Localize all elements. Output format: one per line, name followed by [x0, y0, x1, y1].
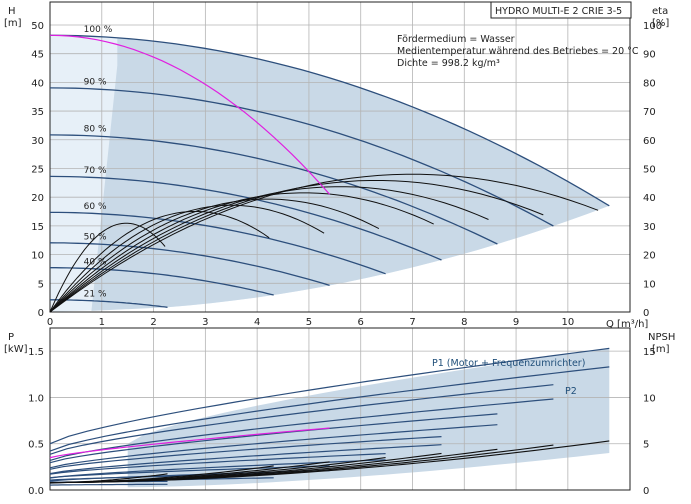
- eta-tick-label: 80: [643, 78, 656, 89]
- power-tick-label: 0.0: [28, 486, 44, 497]
- eta-tick-label: 50: [643, 164, 656, 175]
- npsh-tick-label: 0: [643, 486, 649, 497]
- head-tick-label: 25: [31, 164, 44, 175]
- flow-tick-label: 5: [306, 317, 312, 328]
- efficiency-curve: [49, 180, 544, 313]
- npsh-axis-label: NPSH: [648, 332, 675, 343]
- speed-label: 80 %: [84, 125, 107, 135]
- head-plot-frame: [49, 1, 631, 313]
- head-tick-label: 5: [38, 279, 44, 290]
- p1-power-curve: [49, 436, 442, 470]
- eta-axis-label: eta: [652, 6, 668, 17]
- max-power-limit-curve: [49, 34, 331, 195]
- head-tick-label: 20: [31, 193, 44, 204]
- efficiency-curve: [49, 173, 599, 313]
- flow-tick-label: 0: [47, 317, 53, 328]
- p1-power-curve: [49, 384, 554, 455]
- power-axis-label: P: [8, 332, 14, 343]
- head-tick-label: 0: [38, 308, 44, 319]
- speed-label: 90 %: [84, 77, 107, 87]
- p1-power-curve: [49, 413, 498, 464]
- power-axis-unit: [kW]: [4, 344, 28, 355]
- eta-tick-label: 0: [643, 308, 649, 319]
- eta-axis-unit: [%]: [652, 18, 669, 29]
- power-plot-frame: [49, 327, 631, 491]
- speed-label: 21 %: [84, 289, 107, 299]
- speed-label: 40 %: [84, 257, 107, 267]
- head-tick-label: 35: [31, 107, 44, 118]
- head-panel: 0 1 2 3 4 5 6 7 8 9 100510152025303540455001020304…: [31, 1, 662, 328]
- eta-tick-label: 20: [643, 251, 656, 262]
- speed-label: 70 %: [84, 166, 107, 176]
- p2-power-curve: [49, 483, 168, 486]
- speed-head-curve: [50, 299, 168, 308]
- head-tick-label: 10: [31, 251, 44, 262]
- eta-tick-label: 40: [643, 193, 656, 204]
- p2-power-curve: [49, 366, 610, 452]
- temperature-note: Medientemperatur während des Betriebes =…: [397, 46, 639, 57]
- eta-tick-label: 30: [643, 222, 656, 233]
- flow-axis-label: Q [m³/h]: [606, 319, 648, 330]
- power-tick-label: 0.5: [28, 440, 44, 451]
- flow-tick-label: 9: [513, 317, 519, 328]
- npsh-axis-unit: [m]: [652, 344, 670, 355]
- p1-power-curve: [49, 453, 386, 475]
- speed-head-curve: [50, 267, 274, 296]
- speed-label: 100 %: [84, 25, 113, 35]
- product-title-box: [490, 1, 632, 19]
- speed-head-curve: [49, 134, 498, 245]
- head-tick-label: 50: [31, 21, 44, 32]
- power-panel: 0.0 0.5 1.0 1.5 0 5 10 15: [28, 327, 656, 497]
- head-axis-label: H: [8, 6, 16, 17]
- eta-tick-label: 10: [643, 279, 656, 290]
- fluid-note: Fördermedium = Wasser: [397, 34, 515, 45]
- head-tick-label: 45: [31, 50, 44, 61]
- p2-power-curve: [49, 444, 442, 475]
- efficiency-curve: [49, 192, 434, 313]
- head-tick-label: 30: [31, 136, 44, 147]
- npsh-tick-label: 10: [643, 393, 656, 404]
- speed-head-curve: [49, 87, 554, 227]
- max-power-limit-curve-lower: [49, 427, 330, 459]
- p1-series-label: P1 (Motor + Frequenzumrichter): [432, 358, 585, 369]
- power-tick-label: 1.5: [28, 347, 44, 358]
- density-note: Dichte = 998.2 kg/m³: [397, 58, 500, 69]
- efficiency-curve: [49, 222, 166, 313]
- speed-head-curve: [49, 34, 610, 207]
- npsh-tick-label: 15: [643, 347, 656, 358]
- eta-tick-label: 100: [643, 21, 662, 32]
- flow-tick-label: 7: [409, 317, 415, 328]
- eta-tick-label: 60: [643, 136, 656, 147]
- flow-tick-label: 2: [150, 317, 156, 328]
- eta-tick-label: 70: [643, 107, 656, 118]
- eta-tick-label: 90: [643, 50, 656, 61]
- speed-label: 60 %: [84, 202, 107, 212]
- p2-series-label: P2: [565, 386, 577, 397]
- head-tick-label: 40: [31, 78, 44, 89]
- flow-tick-label: 4: [254, 317, 260, 328]
- efficiency-curve: [49, 211, 270, 313]
- head-tick-label: 15: [31, 222, 44, 233]
- power-envelope: [127, 348, 610, 488]
- p2-power-curve: [49, 424, 498, 469]
- product-title: HYDRO MULTI-E 2 CRIE 3-5: [495, 6, 622, 17]
- npsh-tick-label: 5: [643, 440, 649, 451]
- flow-tick-label: 1: [99, 317, 105, 328]
- power-tick-label: 1.0: [28, 393, 44, 404]
- flow-tick-label: 3: [202, 317, 208, 328]
- efficiency-curve: [49, 186, 489, 313]
- operating-envelope-dark: [91, 37, 610, 311]
- npsh-curve: [50, 473, 168, 484]
- p2-power-curve: [49, 398, 554, 461]
- flow-tick-label: 10: [561, 317, 574, 328]
- speed-head-curve: [49, 242, 330, 287]
- flow-tick-label: 6: [358, 317, 364, 328]
- head-axis-unit: [m]: [4, 18, 22, 29]
- speed-head-curve: [49, 175, 442, 261]
- flow-tick-label: 8: [461, 317, 467, 328]
- p1-power-curve: [49, 347, 610, 445]
- speed-head-curve: [50, 211, 386, 275]
